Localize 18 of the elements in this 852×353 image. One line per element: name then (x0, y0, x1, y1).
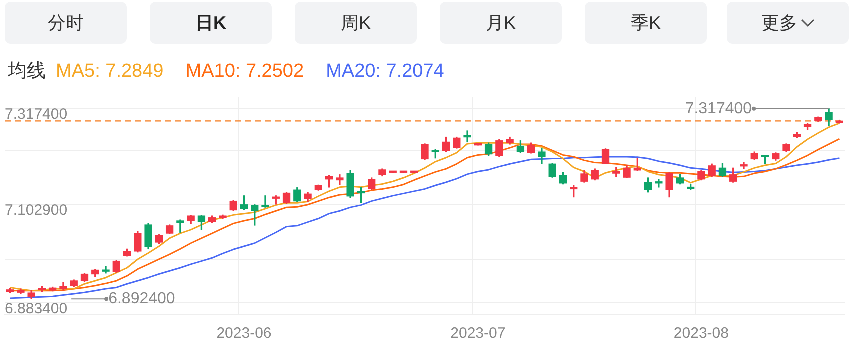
x-tick-label: 2023-06 (216, 325, 272, 342)
text: MA10: 7.2502 (186, 61, 304, 82)
annotation: 6.892400 (108, 290, 176, 308)
y-tick-label: 7.102900 (5, 202, 68, 220)
y-tick-label: 6.883400 (5, 300, 68, 318)
text: 日K (196, 12, 226, 35)
annotation: 7.317400 (685, 100, 752, 118)
text: 季K (630, 12, 661, 35)
text: 月K (486, 12, 516, 35)
text: MA5: 7.2849 (56, 61, 164, 82)
y-tick-label: 7.317400 (5, 106, 68, 124)
x-tick-label: 2023-08 (674, 325, 729, 342)
text: 更多 (762, 12, 798, 35)
x-tick-label: 2023-07 (450, 325, 506, 342)
legend-title: 均线 (8, 61, 46, 82)
text: 分时 (48, 12, 84, 35)
text: MA20: 7.2074 (326, 61, 444, 82)
text: 周K (340, 12, 371, 35)
